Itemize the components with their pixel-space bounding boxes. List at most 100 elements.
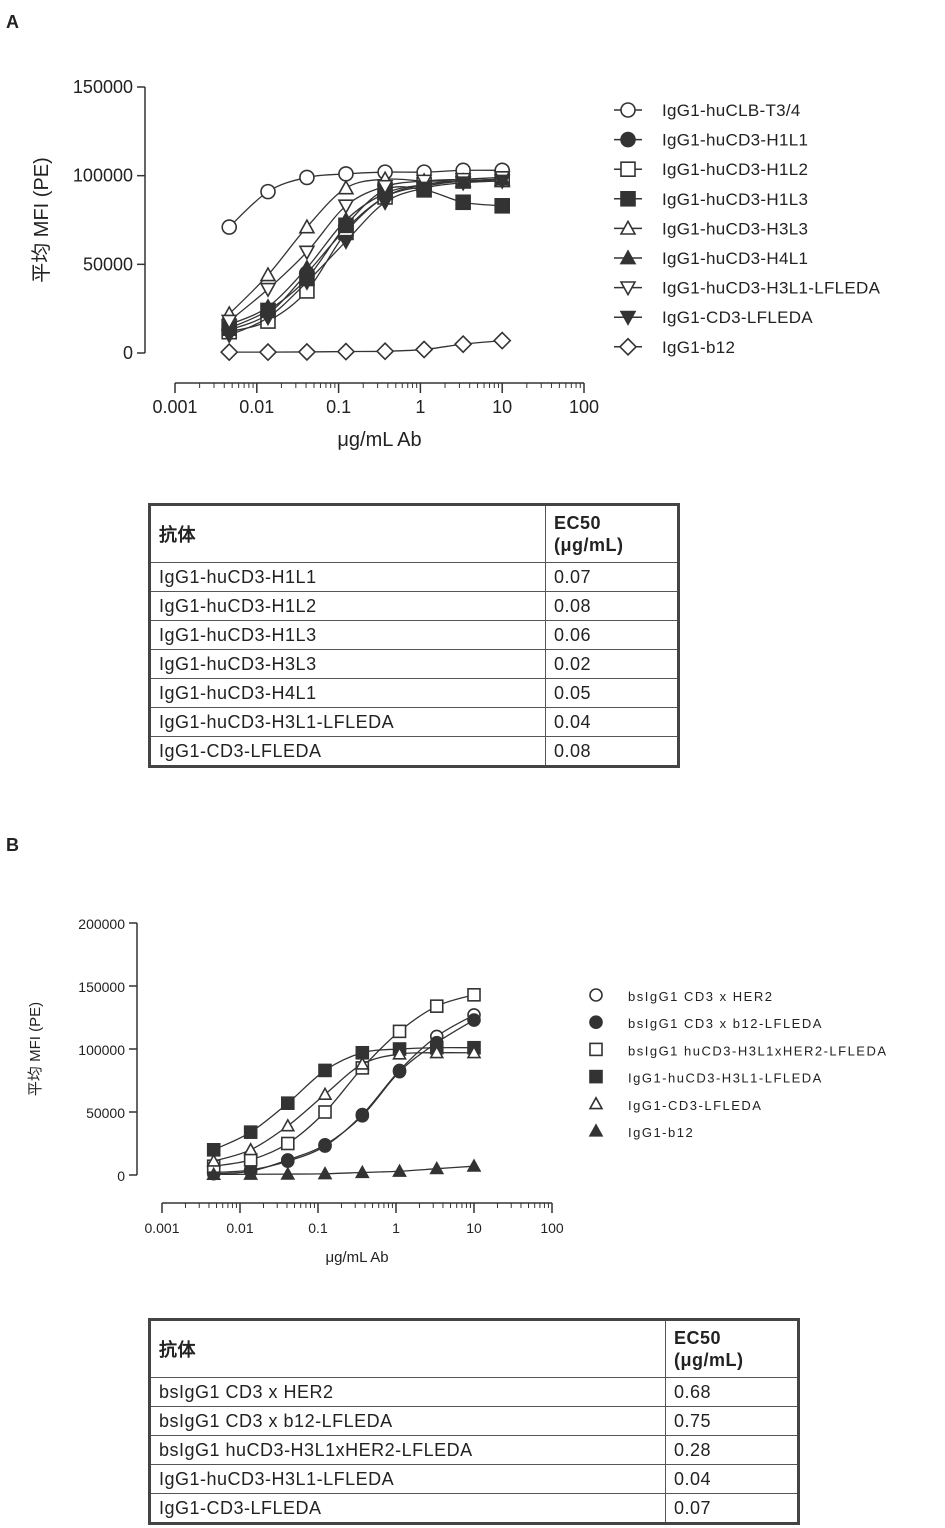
table-row: IgG1-huCD3-H1L10.07 [150, 563, 679, 592]
data-point [339, 167, 353, 181]
panel-b-letter: B [6, 835, 19, 856]
table-row: IgG1-huCD3-H3L1-LFLEDA0.04 [150, 1465, 799, 1494]
chart-a: 050000100000150000平均 MFI (PE)0.0010.010.… [0, 0, 945, 470]
x-tick-label: 10 [466, 1220, 482, 1236]
x-tick-label: 100 [569, 397, 599, 417]
data-point [245, 1126, 257, 1138]
antibody-cell: IgG1-huCD3-H3L1-LFLEDA [150, 1465, 666, 1494]
legend-entry: IgG1-huCD3-H1L2 [614, 160, 808, 179]
x-tick-label: 1 [392, 1220, 400, 1236]
antibody-cell: IgG1-CD3-LFLEDA [150, 1494, 666, 1524]
legend-marker [620, 339, 636, 355]
data-point [282, 1097, 294, 1109]
data-point [282, 1154, 294, 1166]
data-point [282, 1120, 294, 1131]
series-curve [214, 1053, 474, 1161]
header-antibody: 抗体 [150, 505, 546, 563]
legend-label: IgG1-huCD3-H1L1 [662, 131, 808, 150]
legend-marker [621, 103, 635, 117]
data-point [222, 220, 236, 234]
ec50-cell: 0.04 [666, 1465, 799, 1494]
y-axis-label: 平均 MFI (PE) [27, 1002, 44, 1096]
table-row: IgG1-CD3-LFLEDA0.07 [150, 1494, 799, 1524]
y-tick-label: 150000 [73, 77, 133, 97]
ec50-cell: 0.08 [546, 737, 679, 767]
legend-entry: bsIgG1 CD3 x b12-LFLEDA [590, 1016, 823, 1031]
antibody-cell: bsIgG1 CD3 x b12-LFLEDA [150, 1407, 666, 1436]
ec50-cell: 0.06 [546, 621, 679, 650]
data-point [319, 1106, 331, 1118]
legend-marker [621, 133, 635, 147]
legend-entry: IgG1-huCD3-H3L3 [614, 219, 808, 238]
data-point [319, 1064, 331, 1076]
legend-marker [590, 1098, 602, 1109]
data-point [245, 1154, 257, 1166]
ec50-cell: 0.05 [546, 679, 679, 708]
legend-label: IgG1-b12 [662, 338, 735, 357]
y-axis-label: 平均 MFI (PE) [30, 157, 53, 283]
x-tick-label: 0.1 [326, 397, 351, 417]
data-point [456, 195, 470, 209]
data-point [468, 1160, 480, 1171]
table-row: IgG1-huCD3-H3L1-LFLEDA0.04 [150, 708, 679, 737]
legend-entry: IgG1-huCD3-H1L1 [614, 131, 808, 150]
data-point [300, 170, 314, 184]
legend-label: IgG1-b12 [628, 1125, 694, 1140]
legend-marker [590, 1125, 602, 1136]
x-tick-label: 0.01 [226, 1220, 253, 1236]
legend-label: IgG1-huCD3-H1L2 [662, 160, 808, 179]
x-axis-label: μg/mL Ab [325, 1249, 388, 1266]
header-ec50: EC50 (μg/mL) [546, 505, 679, 563]
legend-label: IgG1-huCD3-H4L1 [662, 249, 808, 268]
legend-label: IgG1-huCD3-H3L1-LFLEDA [662, 279, 881, 298]
legend-marker [590, 1043, 602, 1055]
legend-label: bsIgG1 CD3 x HER2 [628, 989, 773, 1004]
header-ec50-line1: EC50 [554, 513, 601, 533]
data-point [221, 344, 237, 360]
antibody-cell: IgG1-CD3-LFLEDA [150, 737, 546, 767]
y-tick-label: 200000 [78, 916, 125, 932]
table-row: IgG1-huCD3-H3L30.02 [150, 650, 679, 679]
ec50-table-b: 抗体 EC50 (μg/mL) bsIgG1 CD3 x HER20.68bsI… [148, 1318, 800, 1525]
x-tick-label: 0.1 [308, 1220, 328, 1236]
series-4 [208, 1047, 480, 1166]
header-ec50-line1: EC50 [674, 1328, 721, 1348]
data-point [245, 1144, 257, 1155]
legend-label: IgG1-huCD3-H3L1-LFLEDA [628, 1071, 823, 1086]
y-tick-label: 0 [117, 1168, 125, 1184]
legend-marker [621, 192, 635, 206]
x-tick-label: 100 [540, 1220, 564, 1236]
data-point [339, 181, 353, 194]
table-row: IgG1-huCD3-H4L10.05 [150, 679, 679, 708]
data-point [495, 199, 509, 213]
legend-marker [590, 1071, 602, 1083]
legend-label: bsIgG1 huCD3-H3L1xHER2-LFLEDA [628, 1043, 888, 1058]
data-point [319, 1139, 331, 1151]
y-tick-label: 0 [123, 343, 133, 363]
data-point [468, 989, 480, 1001]
y-tick-label: 50000 [86, 1105, 125, 1121]
table-header: 抗体 EC50 (μg/mL) [150, 505, 679, 563]
legend-entry: IgG1-huCD3-H4L1 [614, 249, 808, 268]
legend-label: IgG1-CD3-LFLEDA [662, 308, 813, 327]
table-row: bsIgG1 CD3 x HER20.68 [150, 1378, 799, 1407]
data-point [377, 343, 393, 359]
legend-entry: bsIgG1 huCD3-H3L1xHER2-LFLEDA [590, 1043, 888, 1058]
antibody-cell: IgG1-huCD3-H4L1 [150, 679, 546, 708]
antibody-cell: IgG1-huCD3-H1L1 [150, 563, 546, 592]
data-point [468, 1014, 480, 1026]
legend-marker [621, 162, 635, 176]
legend-entry: bsIgG1 CD3 x HER2 [590, 989, 773, 1004]
series-2 [208, 989, 480, 1172]
header-antibody: 抗体 [150, 1320, 666, 1378]
x-tick-label: 0.01 [239, 397, 274, 417]
legend-marker [590, 1016, 602, 1028]
legend-entry: IgG1-CD3-LFLEDA [590, 1098, 762, 1113]
antibody-cell: IgG1-huCD3-H1L2 [150, 592, 546, 621]
antibody-cell: IgG1-huCD3-H3L3 [150, 650, 546, 679]
data-point [261, 185, 275, 199]
data-point [356, 1110, 368, 1122]
header-ec50-line2: (μg/mL) [674, 1350, 744, 1370]
ec50-cell: 0.75 [666, 1407, 799, 1436]
data-point [282, 1138, 294, 1150]
